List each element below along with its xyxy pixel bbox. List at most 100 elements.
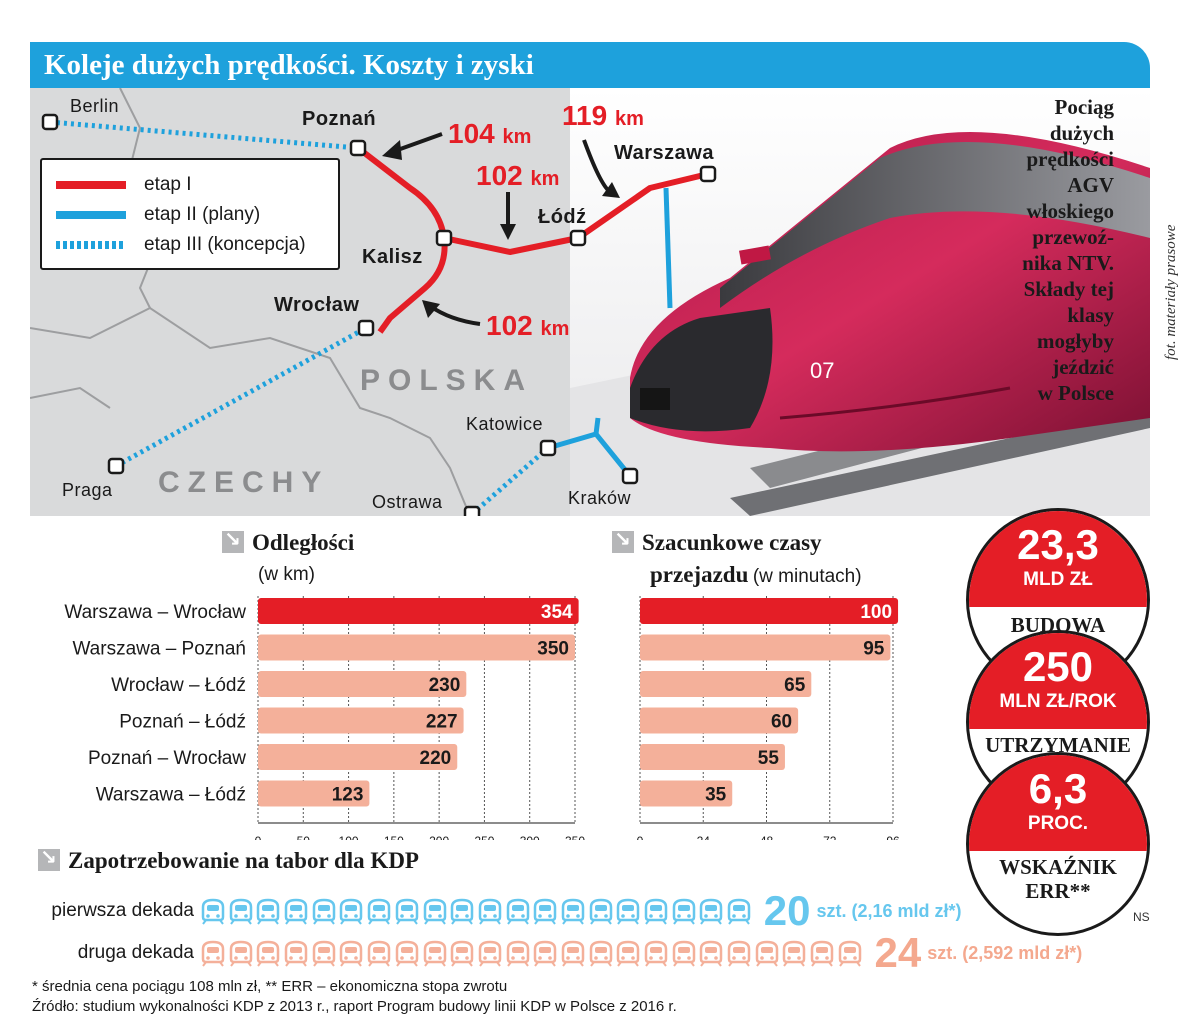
train-light (316, 956, 321, 960)
train-number: 07 (810, 358, 834, 383)
train-icon (340, 940, 363, 967)
country-label-polska: POLSKA (360, 364, 534, 397)
legend-item-etap3: etap III (koncepcja) (56, 230, 324, 260)
train-light (676, 914, 681, 918)
train-light (649, 956, 653, 960)
data-label: 95 (863, 639, 885, 660)
train-light (593, 956, 598, 960)
footnote-notes: * średnia cena pociągu 108 mln zł, ** ER… (32, 978, 508, 995)
tabor-title: Zapotrzebowanie na tabor dla KDP (68, 848, 419, 873)
train-light (815, 956, 819, 960)
train-body (561, 940, 585, 964)
map-area: 07 etap I etap II (plany) etap III (konc… (30, 88, 1150, 516)
category-label: Warszawa – Poznań (72, 639, 246, 660)
data-label: 35 (705, 785, 727, 806)
train-light (271, 956, 276, 960)
train-body (257, 940, 280, 964)
train-light (742, 914, 746, 918)
train-window (483, 947, 496, 953)
data-label: 123 (332, 785, 364, 806)
train-body (617, 898, 640, 922)
tabor-count: 20 (763, 887, 811, 934)
train-legs (672, 919, 695, 925)
train-legs (562, 919, 584, 925)
train-light (787, 956, 792, 960)
train-icon (589, 940, 612, 967)
page-title: Koleje dużych prędkości. Koszty i zyski (30, 42, 1150, 88)
train-light (742, 956, 746, 960)
train-light (732, 914, 736, 918)
train-icon (229, 940, 252, 967)
train-photo: 07 (570, 88, 1150, 516)
train-legs (396, 961, 418, 967)
train-legs (506, 919, 529, 925)
distances-title: Odległości (252, 530, 355, 555)
route-katowice-north (593, 417, 601, 435)
train-icon (617, 940, 640, 967)
train-light (714, 914, 719, 918)
train-window (262, 947, 275, 953)
train-icon (284, 940, 308, 967)
data-label: 227 (426, 712, 458, 733)
times-subtitle: (w minutach) (752, 566, 862, 587)
train-window (317, 905, 330, 911)
train-light (520, 956, 525, 960)
category-label: Warszawa – Łódź (96, 785, 246, 806)
stat-value: 23,3 (1017, 521, 1099, 568)
train-icon (340, 898, 363, 925)
train-body (423, 898, 446, 922)
arrow-102-south (428, 304, 481, 326)
node-poznan (349, 139, 367, 157)
train-light (686, 956, 691, 960)
distances-header: Odległości (222, 527, 355, 556)
arrowhead-119 (602, 182, 620, 198)
train-light (659, 914, 663, 918)
country-label-czechy: CZECHY (158, 466, 330, 499)
train-window (650, 947, 662, 953)
train-body (644, 898, 668, 922)
train-body (478, 940, 502, 964)
data-label: 220 (420, 748, 452, 769)
train-legs (423, 961, 446, 967)
bar (640, 780, 733, 807)
train-body (700, 898, 723, 922)
train-window (234, 947, 247, 953)
legend-label: etap III (koncepcja) (144, 234, 306, 255)
times-chart: 0 24 48 72 96 100 95 65 60 55 35 (637, 596, 900, 840)
train-icon (534, 898, 557, 925)
data-label: 354 (541, 602, 573, 623)
train-legs (340, 919, 363, 925)
train-icon (672, 898, 695, 925)
legend-swatch-dotted (56, 241, 126, 249)
train-legs (479, 919, 501, 925)
train-legs (755, 961, 778, 967)
train-light (271, 914, 276, 918)
train-light (704, 956, 709, 960)
train-icon (423, 898, 446, 925)
city-label-kalisz: Kalisz (362, 246, 423, 268)
train-body (589, 898, 612, 922)
route-berlin-poznan (49, 119, 359, 151)
tick-label: 250 (474, 834, 494, 840)
tick-label: 48 (760, 834, 774, 840)
train-light (769, 956, 774, 960)
arrow-down-right-icon (222, 527, 244, 553)
train-light (676, 956, 681, 960)
train-body (257, 898, 280, 922)
segment-label-poznan-kalisz: 104 km (448, 118, 532, 149)
train-legs (617, 961, 640, 967)
train-icon (312, 898, 335, 925)
border-line-extra (30, 386, 111, 409)
train-window (650, 905, 662, 911)
train-window (705, 947, 718, 953)
tabor-detail: szt. (2,592 mld zł*) (927, 942, 1083, 963)
train-light (427, 956, 432, 960)
train-light (216, 956, 220, 960)
data-label: 230 (429, 675, 461, 696)
train-light (825, 956, 829, 960)
city-label-berlin: Berlin (70, 96, 120, 116)
train-body (367, 940, 391, 964)
train-window (262, 905, 275, 911)
train-body (672, 898, 695, 922)
train-light (400, 956, 404, 960)
